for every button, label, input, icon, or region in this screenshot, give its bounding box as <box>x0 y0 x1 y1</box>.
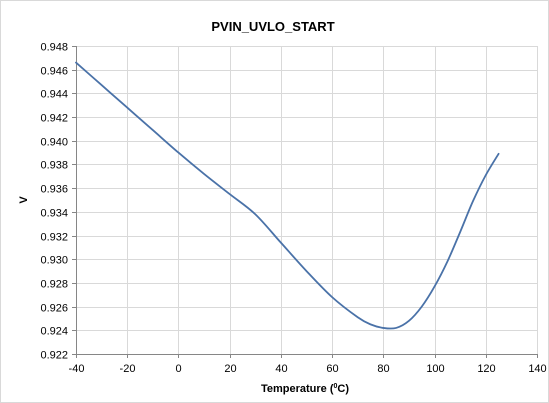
x-axis-label-suffix: C) <box>337 383 349 395</box>
x-tick-label: 100 <box>426 363 444 375</box>
x-tick-label: 140 <box>528 363 546 375</box>
x-tick-label: 20 <box>224 363 236 375</box>
gridlines <box>76 46 538 354</box>
x-tick-label: 80 <box>377 363 389 375</box>
y-tick-label: 0.936 <box>40 184 68 196</box>
x-tick-label: -40 <box>69 363 85 375</box>
y-tick-label: 0.926 <box>40 303 68 315</box>
axes <box>72 46 538 358</box>
series-line <box>75 61 500 330</box>
x-axis-label-prefix: Temperature ( <box>261 383 334 395</box>
y-tick-label: 0.940 <box>40 137 68 149</box>
x-tick-label: 120 <box>477 363 495 375</box>
y-tick-label: 0.932 <box>40 232 68 244</box>
y-tick-label: 0.946 <box>40 66 68 78</box>
x-axis-label-superscript: 0 <box>334 383 338 390</box>
x-tick-label: 40 <box>275 363 287 375</box>
x-tick-label: -20 <box>120 363 136 375</box>
y-tick-label: 0.930 <box>40 255 68 267</box>
x-tick-label: 60 <box>326 363 338 375</box>
x-tick-label: 0 <box>175 363 181 375</box>
x-axis-label: Temperature (0C) <box>261 383 349 395</box>
y-axis-label: V <box>18 196 30 204</box>
x-tick-labels: -40 -20 0 20 40 60 80 100 120 140 <box>69 363 547 375</box>
y-tick-label: 0.928 <box>40 279 68 291</box>
y-tick-label: 0.942 <box>40 113 68 125</box>
y-tick-label: 0.938 <box>40 160 68 172</box>
series <box>75 61 500 330</box>
y-tick-labels: 0.922 0.924 0.926 0.928 0.930 0.932 0.934 0.936… <box>40 42 68 362</box>
y-tick-label: 0.948 <box>40 42 68 54</box>
y-tick-label: 0.922 <box>40 350 68 362</box>
y-tick-label: 0.944 <box>40 89 68 101</box>
chart-title: PVIN_UVLO_START <box>211 19 334 34</box>
y-tick-label: 0.924 <box>40 326 68 338</box>
y-tick-label: 0.934 <box>40 208 68 220</box>
